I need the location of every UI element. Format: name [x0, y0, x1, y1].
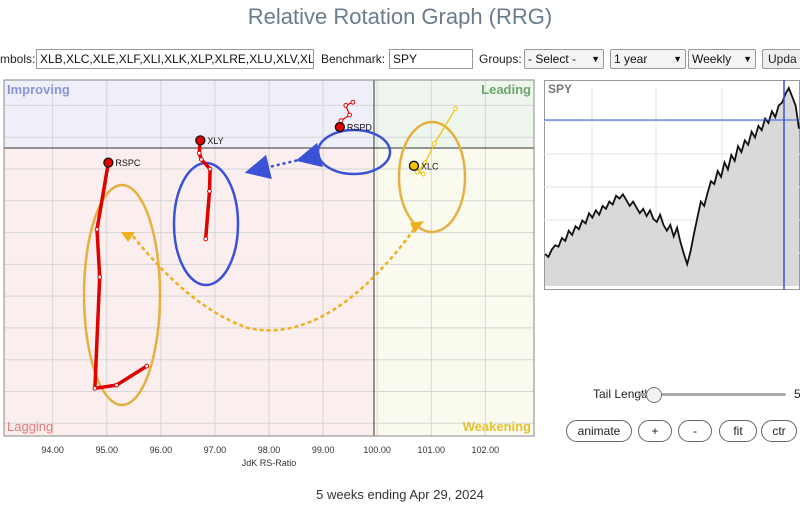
tail-rspd[interactable]: RSPD [334, 99, 373, 133]
benchmark-line [544, 85, 800, 268]
zoom-out-button[interactable]: - [678, 420, 712, 442]
groups-select-value: - Select - [528, 52, 577, 66]
tail-head-xly[interactable] [195, 135, 206, 146]
tail-point [114, 382, 119, 388]
plot-border [3, 79, 535, 437]
x-axis-ticks: 94.00 95.00 96.00 97.00 98.00 99.00 100.00 101.… [41, 445, 499, 455]
tail-label-xlc: XLC [421, 161, 439, 171]
x-tick-label: 102.00 [472, 445, 500, 455]
tail-label-rspc: RSPC [115, 158, 141, 168]
tail-head-xlc[interactable] [408, 160, 420, 171]
tail-line-rspc [93, 160, 149, 391]
quadrant-lagging [4, 148, 374, 436]
x-tick-label: 99.00 [312, 445, 335, 455]
tail-point [198, 157, 204, 162]
chevron-down-icon: ▼ [743, 54, 752, 64]
period-select-value: 1 year [614, 52, 648, 66]
update-button[interactable]: Upda [762, 49, 800, 69]
chevron-down-icon: ▼ [591, 54, 600, 64]
zoom-in-button[interactable]: + [638, 420, 672, 442]
tail-length-slider[interactable] [638, 393, 786, 396]
tail-label-xly: XLY [207, 136, 223, 146]
groups-select[interactable]: - Select - ▼ [524, 49, 604, 69]
tail-point [432, 141, 437, 146]
x-tick-label: 97.00 [204, 445, 227, 455]
period-select[interactable]: 1 year ▼ [610, 49, 686, 69]
tail-point [420, 171, 426, 177]
groups-label: Groups: [479, 52, 522, 66]
chevron-down-icon: ▼ [673, 54, 682, 64]
quadrant-label-improving: Improving [7, 82, 70, 97]
x-tick-label: 98.00 [258, 445, 281, 455]
benchmark-chart-label: SPY [548, 82, 572, 96]
annotation-circle-rspc [82, 183, 162, 407]
annotation-arrowhead-orange-right [410, 221, 424, 233]
quadrant-label-lagging: Lagging [7, 419, 53, 434]
tail-point [94, 226, 100, 232]
tail-head-rspd[interactable] [334, 121, 345, 133]
tail-point [343, 103, 349, 108]
rrg-chart[interactable]: Improving Leading Lagging Weakening 94.0… [0, 78, 540, 473]
tail-point [207, 188, 212, 194]
tail-xlc[interactable]: XLC [408, 106, 458, 177]
tail-point [97, 274, 103, 280]
tail-point [414, 169, 420, 175]
x-axis-label: JdK RS-Ratio [242, 458, 297, 468]
annotation-arrow-blue [244, 142, 323, 180]
tail-label-rspd: RSPD [347, 123, 373, 133]
quadrant-label-leading: Leading [481, 82, 531, 97]
benchmark-input[interactable]: SPY [389, 49, 473, 69]
tail-point [347, 112, 352, 118]
quadrant-weakening [374, 148, 534, 436]
x-tick-label: 94.00 [41, 445, 64, 455]
tail-head-rspc[interactable] [103, 157, 114, 168]
x-tick-label: 95.00 [95, 445, 118, 455]
tail-point [196, 150, 202, 156]
tail-point [422, 160, 428, 166]
benchmark-area [545, 88, 799, 286]
tail-point [350, 99, 356, 105]
annotation-arrow-orange [132, 223, 420, 332]
benchmark-label: Benchmark: [321, 52, 386, 66]
tail-point [453, 106, 458, 112]
tail-point [92, 385, 98, 391]
toolbar: mbols: XLB,XLC,XLE,XLF,XLI,XLK,XLP,XLRE,… [0, 49, 800, 71]
page-title: Relative Rotation Graph (RRG) [247, 4, 553, 29]
annotation-arrowhead-orange-left [121, 232, 135, 242]
center-button[interactable]: ctr [761, 420, 797, 442]
x-tick-label: 96.00 [150, 445, 173, 455]
tail-point [207, 166, 213, 172]
footer-date-range: 5 weeks ending Apr 29, 2024 [316, 487, 484, 502]
tail-point [203, 236, 209, 242]
tail-length-slider-thumb[interactable] [646, 387, 663, 403]
symbols-input[interactable]: XLB,XLC,XLE,XLF,XLI,XLK,XLP,XLRE,XLU,XLV… [36, 49, 314, 69]
tail-rspc[interactable]: RSPC [92, 157, 150, 391]
animate-button[interactable]: animate [566, 420, 632, 442]
frequency-select[interactable]: Weekly ▼ [688, 49, 756, 69]
quadrant-label-weakening: Weakening [463, 419, 531, 434]
quadrant-improving [4, 80, 374, 148]
symbols-label: mbols: [0, 52, 36, 66]
tail-xly[interactable]: XLY [195, 135, 224, 242]
annotation-circle-xlc [397, 120, 467, 234]
benchmark-chart: SPY JulOct2024Apr [544, 80, 800, 290]
x-tick-label: 101.00 [417, 445, 445, 455]
rotation-tails: RSPC XLY RSPD XLC [92, 99, 458, 391]
fit-button[interactable]: fit [719, 420, 757, 442]
tail-point [144, 363, 150, 369]
tail-length-value: 5 [794, 387, 800, 401]
tail-length-label: Tail Length: [593, 387, 655, 401]
frequency-select-value: Weekly [692, 52, 732, 66]
x-tick-label: 100.00 [363, 445, 391, 455]
